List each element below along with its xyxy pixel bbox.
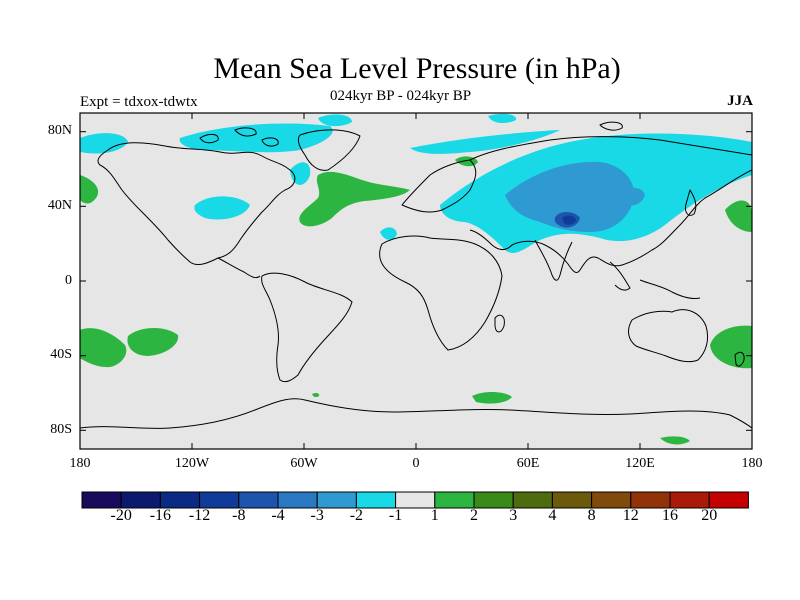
contour-green-south-indian: [472, 391, 512, 404]
lon-label-60e: 60E: [516, 456, 540, 471]
coast-greenland: [297, 129, 361, 171]
colorbar-box-7: [355, 491, 397, 509]
colorbar-box-14: [630, 491, 671, 509]
contour-cyan-arctic-sea: [318, 114, 352, 127]
colorbar-box-11: [512, 491, 553, 509]
colorbar-label-8: 1: [430, 507, 439, 524]
contour-cyan-pacific: [194, 196, 250, 220]
colorbar-box-1: [120, 491, 161, 509]
colorbar-box-13: [591, 491, 632, 509]
coast-australia: [628, 309, 709, 363]
axis-ticks: [80, 113, 752, 449]
colorbar-label-6: -2: [349, 507, 364, 524]
coast-africa: [379, 235, 503, 351]
lat-label-40n: 40N: [47, 198, 72, 213]
colorbar-label-4: -4: [271, 507, 285, 524]
lon-label-120w: 120W: [174, 456, 210, 471]
coastlines: [80, 121, 752, 429]
colorbar-label-7: -1: [388, 507, 403, 524]
lon-label-180e: 180: [741, 456, 763, 471]
coast-antarctica: [80, 398, 752, 429]
colorbar-label-11: 4: [548, 507, 557, 524]
contour-green-tasman: [710, 325, 752, 369]
coast-new-zealand: [734, 351, 745, 367]
contour-green-south-pacific: [80, 328, 127, 368]
lat-label-80s: 80S: [50, 422, 72, 437]
contour-cyan-barents: [488, 113, 517, 124]
contour-green-atlantic: [299, 171, 410, 227]
coast-europe: [401, 159, 477, 213]
contour-cyan-iberia: [380, 227, 397, 240]
season-label: JJA: [727, 93, 753, 109]
lon-label-0: 0: [412, 456, 420, 471]
colorbar-label-2: -12: [188, 507, 211, 524]
colorbar: [81, 491, 749, 509]
colorbar-label-12: 8: [587, 507, 596, 524]
colorbar-label-5: -3: [310, 507, 324, 524]
colorbar-box-2: [159, 491, 201, 509]
colorbar-box-10: [473, 491, 514, 509]
lon-label-180w: 180: [69, 456, 91, 471]
colorbar-label-14: 16: [662, 507, 678, 524]
lat-label-40s: 40S: [50, 347, 72, 362]
map-title: Mean Sea Level Pressure (in hPa): [213, 52, 621, 85]
coast-asia: [469, 136, 752, 273]
contour-green-southern: [312, 392, 320, 398]
experiment-label: Expt = tdxox-tdwtx: [80, 94, 198, 110]
coast-north-america: [97, 142, 296, 265]
colorbar-label-3: -8: [232, 507, 246, 524]
coast-south-america: [261, 272, 353, 383]
contour-cyan-bering: [80, 133, 128, 154]
contour-green-north-pacific: [80, 175, 99, 204]
colorbar-box-15: [669, 491, 710, 509]
colorbar-box-6: [316, 491, 357, 509]
lat-label-equator: 0: [65, 273, 72, 288]
colorbar-box-3: [199, 491, 240, 509]
contour-green-north-pacific-east: [725, 200, 752, 232]
coast-india: [534, 239, 573, 281]
contour-navy-tibet: [562, 215, 576, 225]
colorbar-box-9: [434, 491, 475, 509]
contour-cyan-arctic: [410, 130, 560, 154]
coast-central-america: [217, 257, 261, 279]
colorbar-label-9: 2: [470, 507, 478, 524]
coast-se-asia: [609, 261, 701, 299]
colorbar-box-0: [81, 491, 122, 509]
colorbar-box-5: [277, 491, 318, 509]
contour-green-south-pacific-b: [127, 327, 179, 356]
colorbar-box-12: [551, 491, 593, 509]
colorbar-label-0: -20: [110, 507, 132, 524]
coast-arctic-islands: [199, 121, 623, 147]
colorbar-label-15: 20: [701, 507, 718, 524]
colorbar-label-10: 3: [509, 507, 518, 524]
colorbar-box-4: [238, 491, 279, 509]
pressure-anomaly-field: [80, 113, 752, 445]
contour-blue-east: [620, 187, 645, 206]
contour-green-south: [660, 436, 690, 445]
colorbar-label-13: 12: [622, 507, 639, 524]
map-subtitle: 024kyr BP - 024kyr BP: [330, 88, 472, 104]
lon-label-120e: 120E: [625, 456, 655, 471]
contour-cyan-canada: [179, 123, 333, 153]
colorbar-label-1: -16: [149, 507, 172, 524]
coast-japan: [685, 189, 697, 216]
colorbar-box-16: [708, 491, 749, 509]
contour-blue-asia: [505, 161, 635, 232]
colorbar-box-8: [395, 491, 436, 509]
lat-label-80n: 80N: [47, 123, 72, 138]
coast-madagascar: [494, 314, 505, 333]
lon-label-60w: 60W: [290, 456, 318, 471]
